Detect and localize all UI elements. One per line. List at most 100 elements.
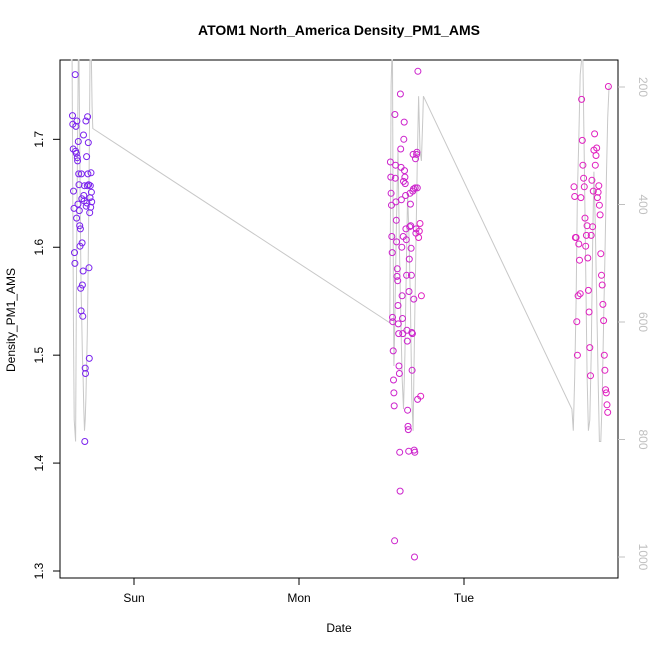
data-point (571, 193, 579, 200)
data-point (84, 170, 92, 178)
data-point (400, 135, 408, 143)
data-point (600, 317, 608, 325)
data-point (401, 167, 408, 175)
data-point (589, 187, 597, 195)
data-point (587, 372, 594, 380)
data-point (389, 347, 397, 355)
data-point (82, 202, 90, 210)
data-point (74, 157, 82, 165)
data-point (402, 225, 410, 233)
data-point (577, 194, 585, 202)
data-point (80, 192, 88, 199)
data-point (81, 438, 89, 445)
chart-title: ATOM1 North_America Density_PM1_AMS (198, 22, 480, 38)
data-point (415, 227, 423, 235)
data-point (401, 173, 409, 181)
data-point (70, 187, 77, 195)
data-point (71, 259, 79, 267)
data-point (397, 145, 405, 153)
data-point (408, 366, 416, 374)
data-point (604, 83, 612, 90)
line-series (70, 59, 610, 442)
data-point (73, 214, 81, 222)
data-point (407, 271, 415, 279)
data-point (575, 240, 583, 248)
data-point (581, 214, 589, 222)
data-point (601, 366, 609, 374)
data-point (584, 254, 592, 262)
data-point (408, 330, 416, 338)
data-point (586, 344, 594, 352)
data-point (81, 364, 89, 372)
data-point (80, 131, 87, 139)
data-point (71, 249, 78, 257)
data-point (588, 176, 596, 184)
data-point (407, 222, 415, 230)
data-point (86, 182, 94, 190)
data-point (76, 225, 84, 233)
data-point (71, 71, 79, 79)
data-point (400, 177, 407, 185)
data-point (397, 196, 405, 204)
data-point (393, 238, 401, 246)
data-point (411, 448, 419, 456)
data-point (406, 223, 414, 231)
data-point (392, 216, 400, 224)
data-point (574, 292, 582, 300)
data-point (393, 265, 401, 273)
data-point (576, 290, 584, 298)
data-point (391, 537, 399, 545)
data-point (585, 308, 593, 316)
data-point (584, 286, 592, 294)
data-point (390, 376, 397, 384)
data-point (76, 222, 84, 230)
data-point (593, 144, 601, 152)
data-point (83, 153, 91, 161)
data-point (405, 255, 413, 263)
y-tick-label: 1.7 (32, 131, 46, 148)
data-point (414, 67, 422, 75)
data-point (83, 182, 91, 190)
data-point (573, 318, 581, 326)
y-tick-label: 1.3 (32, 562, 46, 579)
data-point (87, 188, 95, 196)
trace-line (70, 59, 610, 442)
data-point (412, 155, 419, 163)
data-point (84, 113, 92, 121)
data-point (78, 281, 86, 289)
data-point (594, 188, 602, 196)
data-point (404, 422, 412, 430)
data-point (598, 281, 606, 289)
data-point (582, 231, 590, 239)
data-point (402, 192, 410, 199)
data-point (390, 402, 398, 410)
data-point (393, 272, 401, 280)
data-point (386, 158, 394, 166)
plot-frame (59, 59, 619, 579)
data-point (417, 292, 425, 300)
plot-border (59, 59, 619, 579)
data-point (404, 406, 412, 414)
data-point (75, 207, 83, 215)
data-point (578, 95, 586, 103)
x-tick-label: Tue (454, 591, 475, 605)
data-point (596, 211, 604, 219)
data-point (396, 448, 404, 456)
data-point (394, 320, 402, 328)
data-point (405, 288, 413, 295)
y-axis-left: 1.3 1.4 1.5 1.6 1.7 (32, 131, 60, 579)
data-point (69, 112, 76, 120)
data-point (595, 182, 603, 190)
data-point (73, 117, 81, 125)
y-right-tick-label: 400 (636, 194, 650, 214)
data-point (411, 184, 419, 192)
data-point (405, 447, 413, 455)
x-axis-label: Date (326, 621, 352, 635)
data-point (82, 370, 89, 377)
data-point (417, 392, 425, 400)
y-right-tick-label: 1000 (636, 544, 650, 571)
data-point (387, 173, 395, 181)
data-point (395, 330, 403, 338)
data-point (570, 183, 578, 191)
